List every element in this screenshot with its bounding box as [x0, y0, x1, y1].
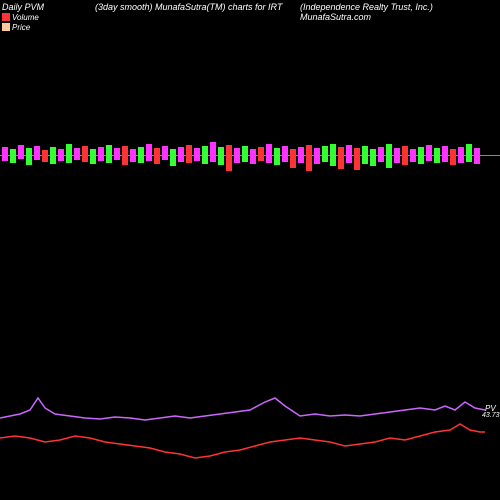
- candle-bar: [362, 146, 368, 164]
- candle-bar: [354, 148, 360, 170]
- candle-bar: [450, 149, 456, 165]
- legend-swatch: [2, 23, 10, 31]
- candle-bar: [130, 149, 136, 162]
- candle-bar: [402, 146, 408, 165]
- candle-bar: [282, 146, 288, 162]
- candle-bar: [250, 149, 256, 164]
- candle-bar: [146, 144, 152, 161]
- candle-bar: [2, 147, 8, 161]
- candle-bar: [242, 146, 248, 162]
- title-center: (3day smooth) MunafaSutra(TM) charts for…: [95, 2, 282, 12]
- candle-bar: [410, 149, 416, 162]
- candle-bar: [458, 147, 464, 163]
- candle-bar: [82, 146, 88, 162]
- candle-bar: [274, 148, 280, 165]
- legend-label: Volume: [12, 13, 39, 22]
- candle-bar: [138, 147, 144, 163]
- candle-bar: [10, 149, 16, 163]
- candle-bar: [258, 147, 264, 161]
- candle-bar: [210, 142, 216, 162]
- line-chart: [0, 380, 500, 480]
- candle-bar: [106, 145, 112, 163]
- candle-bar: [34, 146, 40, 160]
- legend-item: Price: [2, 22, 39, 32]
- candle-bar: [26, 148, 32, 165]
- candle-bar: [378, 147, 384, 162]
- candle-bar: [426, 145, 432, 161]
- candle-bar: [114, 148, 120, 160]
- chart-header: Daily PVM (3day smooth) MunafaSutra(TM) …: [0, 2, 500, 32]
- candle-bar: [338, 147, 344, 169]
- legend-label: Price: [12, 23, 30, 32]
- title-right: (Independence Realty Trust, Inc.) Munafa…: [300, 2, 500, 22]
- candle-bar: [314, 148, 320, 164]
- candle-bar: [50, 147, 56, 164]
- candle-bar: [178, 147, 184, 162]
- candle-bar: [330, 144, 336, 166]
- candle-bar: [186, 145, 192, 163]
- candle-bar: [418, 147, 424, 164]
- candle-bar: [202, 146, 208, 164]
- candle-bar: [58, 149, 64, 161]
- series-volume: [0, 424, 485, 458]
- legend-swatch: [2, 13, 10, 21]
- candle-bar: [98, 147, 104, 161]
- candle-bar: [474, 148, 480, 164]
- candle-bar: [66, 144, 72, 163]
- title-left: Daily PVM: [2, 2, 44, 12]
- candle-bar: [306, 145, 312, 171]
- candle-bar: [154, 148, 160, 164]
- candle-bar: [122, 146, 128, 165]
- candle-bar: [234, 148, 240, 163]
- candle-bar: [42, 150, 48, 162]
- legend-item: Volume: [2, 12, 39, 22]
- candle-bar: [226, 145, 232, 171]
- line-svg: [0, 380, 500, 480]
- candle-bar: [266, 144, 272, 163]
- candle-bar: [194, 148, 200, 161]
- candle-bar: [370, 149, 376, 166]
- candle-bar: [18, 145, 24, 159]
- candle-bar: [386, 144, 392, 168]
- series-price: [0, 398, 485, 420]
- candle-bar: [442, 146, 448, 162]
- candle-bar: [298, 147, 304, 163]
- candle-bar: [466, 144, 472, 162]
- candle-bar: [394, 148, 400, 163]
- candle-bar: [74, 148, 80, 160]
- candle-chart: [0, 130, 500, 180]
- candle-bar: [218, 147, 224, 165]
- candle-bar: [90, 149, 96, 164]
- candle-bar: [170, 149, 176, 166]
- candle-bar: [434, 148, 440, 163]
- candle-bar: [162, 146, 168, 160]
- candle-bar: [290, 149, 296, 168]
- candle-bar: [322, 146, 328, 162]
- legend: VolumePrice: [2, 12, 39, 32]
- candle-bar: [346, 145, 352, 163]
- price-label: 43.73: [482, 412, 500, 419]
